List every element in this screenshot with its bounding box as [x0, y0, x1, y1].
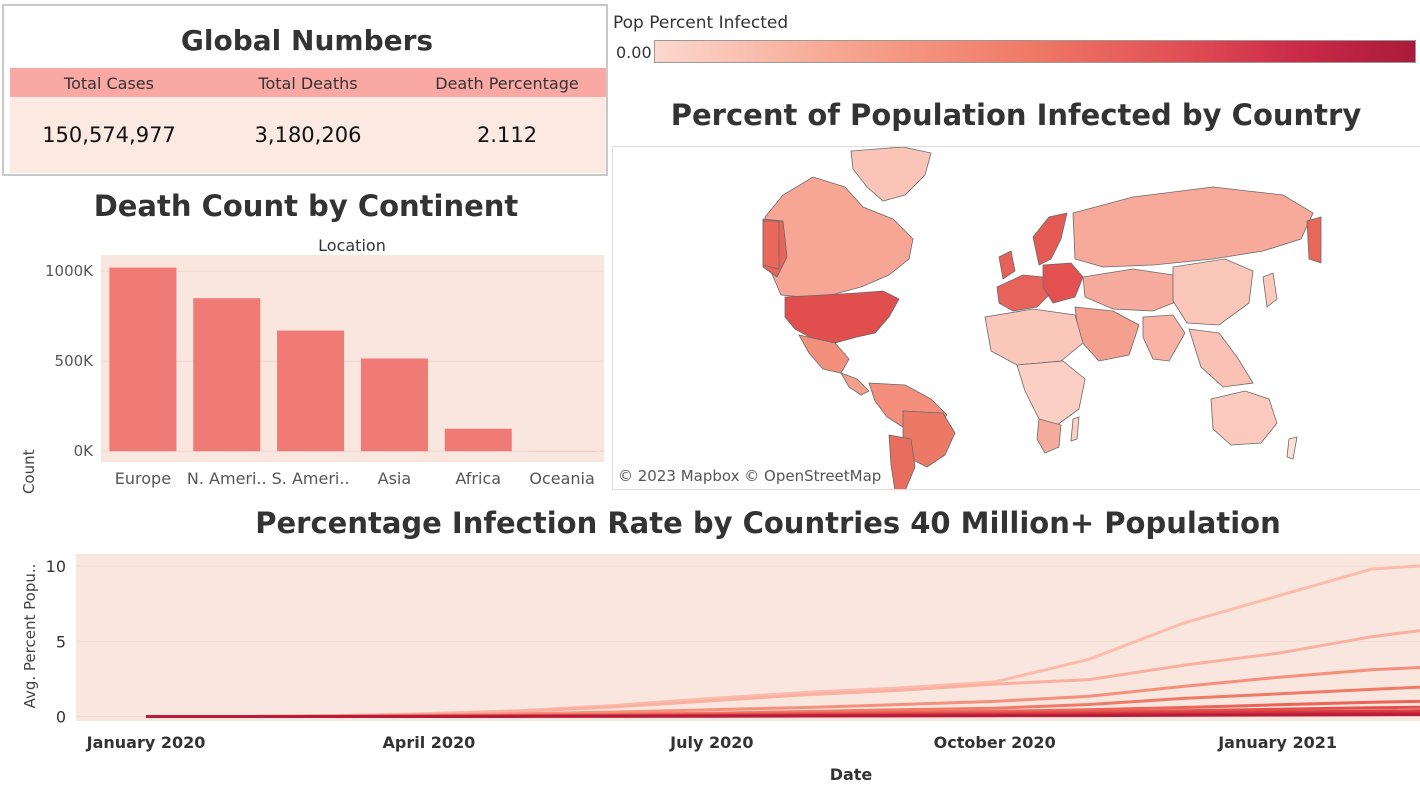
map-legend-min-value: 0.00 — [616, 43, 652, 62]
map-region-japan[interactable] — [1262, 272, 1278, 308]
series-line-9[interactable] — [146, 713, 1420, 718]
map-region-russia[interactable] — [1072, 186, 1314, 268]
map-region-far-east-russia[interactable] — [1306, 216, 1322, 264]
map-legend-title: Pop Percent Infected — [613, 13, 789, 33]
bar-y-tick-label: 0K — [74, 442, 95, 460]
line-chart-plot-area — [76, 554, 1420, 721]
map-region-china[interactable] — [1172, 258, 1254, 326]
bar-chart-title: Death Count by Continent — [94, 189, 519, 223]
map-region-central-america[interactable] — [840, 372, 870, 396]
value-total-cases: 150,574,977 — [42, 123, 176, 147]
map-region-australia[interactable] — [1210, 390, 1278, 446]
map-region-western-europe[interactable] — [996, 274, 1052, 312]
bar-y-tick-label: 500K — [55, 352, 95, 370]
map-region-alaska-west[interactable] — [762, 220, 780, 270]
map-region-central-europe[interactable] — [1042, 262, 1084, 304]
bar-x-tick-label: S. Ameri.. — [272, 469, 350, 488]
map-region-uk[interactable] — [998, 250, 1016, 280]
map-region-central-africa[interactable] — [1016, 360, 1086, 426]
bar-asia[interactable] — [360, 358, 428, 452]
map-region-southeast-asia[interactable] — [1188, 328, 1254, 388]
map-region-usa[interactable] — [784, 290, 900, 344]
line-y-tick-label: 0 — [56, 707, 66, 726]
value-death-percentage: 2.112 — [476, 123, 538, 147]
bar-x-tick-label: Europe — [115, 469, 171, 488]
bar-europe[interactable] — [109, 267, 177, 452]
bar-africa[interactable] — [444, 428, 512, 452]
map-region-canada[interactable] — [764, 176, 914, 298]
bar-x-tick-label: Asia — [378, 469, 412, 488]
map-legend-color-ramp — [654, 40, 1416, 63]
header-total-cases: Total Cases — [64, 74, 154, 93]
header-total-deaths: Total Deaths — [258, 74, 358, 93]
line-x-tick-label: October 2020 — [934, 733, 1056, 752]
global-numbers-title: Global Numbers — [180, 24, 434, 57]
map-region-new-zealand[interactable] — [1286, 436, 1298, 460]
map-title: Percent of Population Infected by Countr… — [670, 98, 1362, 132]
global-numbers-header-row: Total Cases Total Deaths Death Percentag… — [10, 68, 606, 97]
map-region-southern-cone[interactable] — [888, 434, 916, 490]
bar-s-ameri[interactable] — [277, 330, 345, 452]
map-region-madagascar[interactable] — [1070, 416, 1080, 442]
line-x-tick-label: January 2021 — [1217, 733, 1337, 752]
bar-x-tick-label: Africa — [455, 469, 501, 488]
world-map[interactable] — [612, 146, 1420, 490]
line-y-tick-label: 10 — [46, 557, 66, 576]
bar-n-ameri[interactable] — [193, 298, 261, 452]
line-x-tick-label: July 2020 — [669, 733, 753, 752]
map-attribution: © 2023 Mapbox © OpenStreetMap — [618, 467, 882, 485]
line-x-tick-label: January 2020 — [86, 733, 206, 752]
map-region-scandinavia[interactable] — [1032, 212, 1068, 266]
line-x-tick-label: April 2020 — [383, 733, 476, 752]
map-region-central-asia[interactable] — [1082, 268, 1184, 312]
death-count-bar-chart: Death Count by Continent Location Max. T… — [20, 189, 604, 495]
bar-chart-plot-area — [101, 255, 604, 462]
bar-chart-location-header: Location — [318, 236, 386, 255]
value-total-deaths: 3,180,206 — [254, 123, 362, 147]
map-region-india[interactable] — [1142, 314, 1186, 362]
bar-x-tick-label: Oceania — [529, 469, 594, 488]
bar-y-tick-label: 1000K — [45, 262, 94, 280]
line-chart-x-axis-label: Date — [830, 765, 873, 784]
header-death-percentage: Death Percentage — [435, 74, 579, 93]
line-y-tick-label: 5 — [56, 632, 66, 651]
map-region-southern-africa[interactable] — [1036, 418, 1062, 454]
map-region-north-africa[interactable] — [984, 308, 1084, 366]
line-chart-y-axis-label: Avg. Percent Popu.. — [21, 564, 39, 709]
global-numbers-value-row: 150,574,977 3,180,206 2.112 — [10, 97, 606, 173]
world-map-canvas — [762, 147, 1322, 490]
map-region-middle-east[interactable] — [1074, 306, 1140, 362]
global-numbers-panel: Global Numbers Total Cases Total Deaths … — [2, 4, 608, 176]
bar-x-tick-label: N. Ameri.. — [187, 469, 267, 488]
line-chart-title: Percentage Infection Rate by Countries 4… — [255, 506, 1281, 540]
infection-rate-line-chart: Avg. Percent Popu.. 0 5 10 January 2020 Apr… — [21, 554, 1420, 784]
bar-chart-y-axis-label: Max. Total Death Count — [20, 449, 38, 495]
map-region-greenland[interactable] — [850, 147, 932, 202]
